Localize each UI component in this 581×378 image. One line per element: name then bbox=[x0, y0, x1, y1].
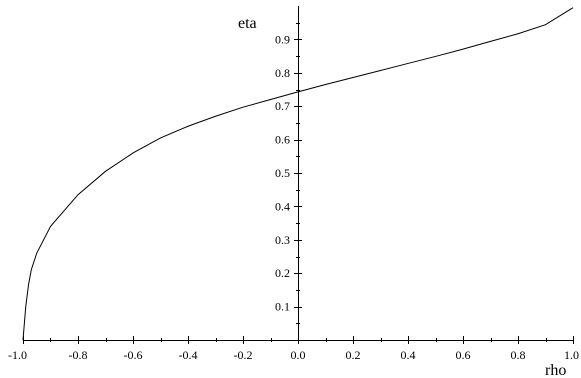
y-tick-label: 0.6 bbox=[275, 133, 290, 147]
x-tick-label: 0.8 bbox=[511, 348, 526, 362]
x-tick-label: -1.0 bbox=[8, 348, 27, 362]
x-tick-label: -0.6 bbox=[124, 348, 143, 362]
y-axis-label: eta bbox=[238, 15, 257, 32]
x-tick-label: -0.2 bbox=[234, 348, 253, 362]
y-tick-label: 0.2 bbox=[275, 266, 290, 280]
x-axis-label: rho bbox=[545, 362, 566, 378]
y-tick-labels: 0.1 0.2 0.3 0.4 0.5 0.6 0.7 0.8 0.9 bbox=[275, 32, 290, 313]
x-tick-label: 1.0 bbox=[564, 348, 579, 362]
y-tick-label: 0.9 bbox=[275, 32, 290, 46]
x-tick-label: -0.4 bbox=[179, 348, 198, 362]
series-group bbox=[22, 7, 574, 341]
x-tick-label: 0.0 bbox=[291, 348, 306, 362]
x-tick-label: 0.6 bbox=[456, 348, 471, 362]
y-ticks bbox=[294, 23, 302, 324]
y-tick-label: 0.1 bbox=[275, 300, 290, 314]
series-line bbox=[22, 7, 574, 341]
y-tick-label: 0.7 bbox=[275, 99, 290, 113]
y-tick-label: 0.5 bbox=[275, 166, 290, 180]
x-ticks bbox=[23, 336, 574, 344]
y-tick-label: 0.3 bbox=[275, 233, 290, 247]
x-tick-label: 0.2 bbox=[346, 348, 361, 362]
y-tick-label: 0.8 bbox=[275, 66, 290, 80]
x-tick-label: 0.4 bbox=[401, 348, 416, 362]
x-tick-labels: -1.0 -0.8 -0.6 -0.4 -0.2 0.0 0.2 0.4 0.6 0.8 1.0 bbox=[8, 348, 579, 362]
x-tick-label: -0.8 bbox=[69, 348, 88, 362]
y-tick-label: 0.4 bbox=[275, 199, 290, 213]
